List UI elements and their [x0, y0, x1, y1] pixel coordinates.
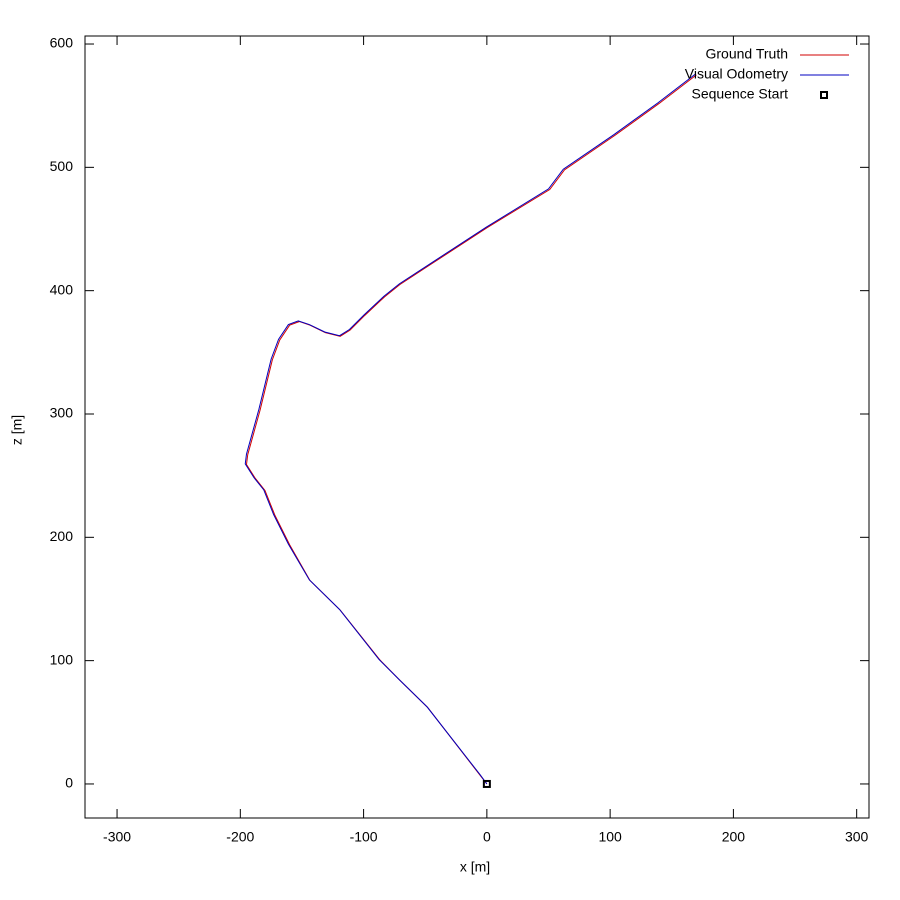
x-tick-label: 100 — [598, 829, 622, 845]
legend-label: Ground Truth — [706, 46, 789, 62]
plot-frame — [84, 35, 870, 819]
x-tick-label: 0 — [483, 829, 491, 845]
legend-label: Sequence Start — [691, 86, 788, 102]
y-tick-label: 300 — [50, 405, 74, 421]
y-axis-label: z [m] — [9, 415, 25, 445]
legend-label: Visual Odometry — [685, 66, 788, 82]
y-tick-label: 600 — [50, 35, 74, 51]
x-tick-label: -300 — [103, 829, 131, 845]
trajectory-line — [245, 74, 697, 785]
start-marker — [482, 779, 491, 788]
y-tick-label: 100 — [50, 651, 74, 667]
x-tick-label: -100 — [350, 829, 378, 845]
y-tick-label: 500 — [50, 158, 74, 174]
y-tick-label: 0 — [65, 775, 73, 791]
legend-marker — [820, 91, 828, 99]
x-tick-label: 200 — [722, 829, 746, 845]
y-tick-label: 200 — [50, 528, 74, 544]
x-tick-label: -200 — [226, 829, 254, 845]
trajectory-line — [244, 73, 696, 785]
y-tick-label: 400 — [50, 281, 74, 297]
x-axis-label: x [m] — [460, 859, 490, 875]
x-tick-label: 300 — [845, 829, 869, 845]
